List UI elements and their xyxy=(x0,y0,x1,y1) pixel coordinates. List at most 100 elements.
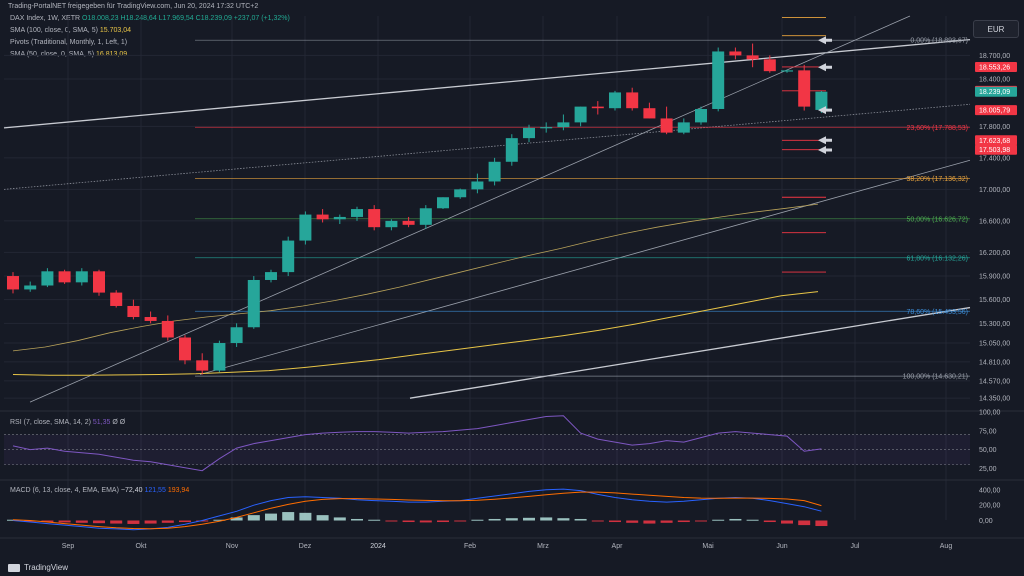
candle-body xyxy=(316,214,329,220)
legend-sma50[interactable]: SMA (50, close, 0, SMA, 5) 16.813,09 xyxy=(10,51,127,58)
macd-hist-bar xyxy=(402,520,415,523)
macd-hist-bar xyxy=(110,520,123,524)
macd-hist-bar xyxy=(660,520,673,523)
candle-body xyxy=(368,209,381,228)
macd-hist-bar xyxy=(574,518,587,521)
macd-hist-bar xyxy=(282,512,295,521)
macd-hist-bar xyxy=(540,517,553,521)
candle-body xyxy=(798,70,811,107)
candle-body xyxy=(454,189,467,198)
macd-hist-bar xyxy=(368,519,381,521)
legend-sma100[interactable]: SMA (100, close, 0, SMA, 5) 15.703,04 xyxy=(10,27,131,34)
legend-pivots-label: Pivots (Traditional, Monthly, 1, Left, 1… xyxy=(10,39,128,46)
macd-hist-bar xyxy=(351,518,363,521)
macd-hist-bar xyxy=(523,517,535,521)
price-label: 18.553,26 xyxy=(979,64,1010,71)
time-tick-label: Dez xyxy=(299,543,312,550)
rsi-tick-label: 100,00 xyxy=(979,410,1001,417)
trendline-upper xyxy=(3,38,971,129)
rsi-legend-value: 51,35 xyxy=(92,419,111,426)
legend-sma100-label: SMA (100, close, 0, SMA, 5) xyxy=(10,27,98,34)
macd-hist-bar xyxy=(7,519,19,521)
candle-body xyxy=(93,271,105,293)
time-tick-label: Okt xyxy=(136,543,147,550)
candle-body xyxy=(265,272,277,280)
currency-button[interactable]: EUR xyxy=(973,20,1019,38)
rsi-legend-label: RSI (7, close, SMA, 14, 2) xyxy=(10,419,91,426)
macd-hist-bar xyxy=(557,518,570,521)
fib-label: 100,00% (14.630,21) xyxy=(903,374,968,381)
price-tick-label: 15.900,00 xyxy=(979,274,1010,281)
time-tick-label: Sep xyxy=(62,543,75,550)
candle-body xyxy=(488,161,501,182)
publisher-header: Trading-PortalNET freigegeben für Tradin… xyxy=(0,0,1024,14)
price-tick-label: 16.200,00 xyxy=(979,250,1010,257)
trendline-long xyxy=(29,15,911,403)
candle-body xyxy=(75,271,88,283)
trendline-lower xyxy=(409,306,971,399)
time-tick-label: Nov xyxy=(226,543,239,550)
candle-body xyxy=(161,320,174,338)
time-tick-label: Mai xyxy=(702,543,714,550)
fib-label: 50,00% (16.626,72) xyxy=(907,216,969,223)
macd-legend-label: MACD (6, 13, close, 4, EMA, EMA) xyxy=(10,487,119,494)
time-tick-label: Jul xyxy=(851,543,860,550)
price-tick-label: 17.400,00 xyxy=(979,155,1010,162)
rsi-line xyxy=(12,415,822,472)
rsi-tick-label: 75,00 xyxy=(979,428,997,435)
candle-body xyxy=(540,127,553,129)
macd-hist-bar xyxy=(230,517,243,521)
candle-body xyxy=(402,220,415,225)
trendline-mid xyxy=(199,159,971,375)
macd-hist-bar xyxy=(763,520,776,523)
candle-body xyxy=(7,276,19,290)
candle-body xyxy=(299,214,312,241)
macd-hist-bar xyxy=(471,519,484,521)
legend-main[interactable]: DAX Index, 1W, XETR O18.008,23 H18.248,6… xyxy=(10,15,290,22)
macd-hist-bar xyxy=(505,518,518,521)
brand-label: TradingView xyxy=(24,563,69,572)
macd-hist-bar xyxy=(179,520,191,523)
macd-hist-bar xyxy=(161,520,174,523)
rsi-legend[interactable]: RSI (7, close, SMA, 14, 2) 51,35 Ø Ø xyxy=(10,419,125,426)
macd-signal-line xyxy=(12,491,822,530)
macd-hist-bar xyxy=(643,520,656,524)
price-label-bg xyxy=(975,135,1017,146)
fib-label: 0,00% (18.893,67) xyxy=(910,38,968,45)
time-tick-label: Jun xyxy=(776,543,787,550)
arrow-marker-icon xyxy=(818,63,832,72)
fib-label: 23,60% (17.788,53) xyxy=(907,125,969,132)
macd-hist-bar xyxy=(591,520,604,522)
candle-body xyxy=(247,279,260,328)
macd-hist-bar xyxy=(41,520,54,523)
macd-hist-bar xyxy=(385,520,398,522)
legend-ohlc: O18.008,23 H18.248,64 L17.969,54 C18.239… xyxy=(81,15,290,22)
fib-label: 38,20% (17.136,32) xyxy=(907,176,969,183)
price-label-bg xyxy=(975,61,1017,72)
macd-hist-bar xyxy=(299,512,312,521)
candle-body xyxy=(677,122,690,133)
publisher-line: Trading-PortalNET freigegeben für Tradin… xyxy=(8,3,259,10)
fib-label: 78,60% (15.453,56) xyxy=(907,309,969,316)
macd-hist-bar xyxy=(798,520,811,526)
candle-body xyxy=(523,127,535,139)
sma50-line xyxy=(12,203,819,352)
tradingview-logo-icon xyxy=(8,563,20,572)
candle-body xyxy=(58,271,71,283)
macd-legend[interactable]: MACD (6, 13, close, 4, EMA, EMA) −72,40 … xyxy=(10,487,189,494)
candle-body xyxy=(127,305,140,318)
candle-body xyxy=(626,92,639,109)
macd-hist-bar xyxy=(127,520,140,524)
tradingview-brand[interactable]: TradingView xyxy=(8,563,68,572)
price-label: 18.239,09 xyxy=(979,89,1010,96)
macd-hist-bar xyxy=(746,519,759,521)
macd-hist-bar xyxy=(454,520,467,522)
arrow-marker-icon xyxy=(818,106,832,115)
macd-tick-label: 0,00 xyxy=(979,518,993,525)
candle-body xyxy=(333,216,346,220)
candle-body xyxy=(179,337,191,361)
candle-body xyxy=(419,208,432,225)
legend-pivots[interactable]: Pivots (Traditional, Monthly, 1, Left, 1… xyxy=(10,39,127,46)
macd-hist-bar xyxy=(333,517,346,521)
